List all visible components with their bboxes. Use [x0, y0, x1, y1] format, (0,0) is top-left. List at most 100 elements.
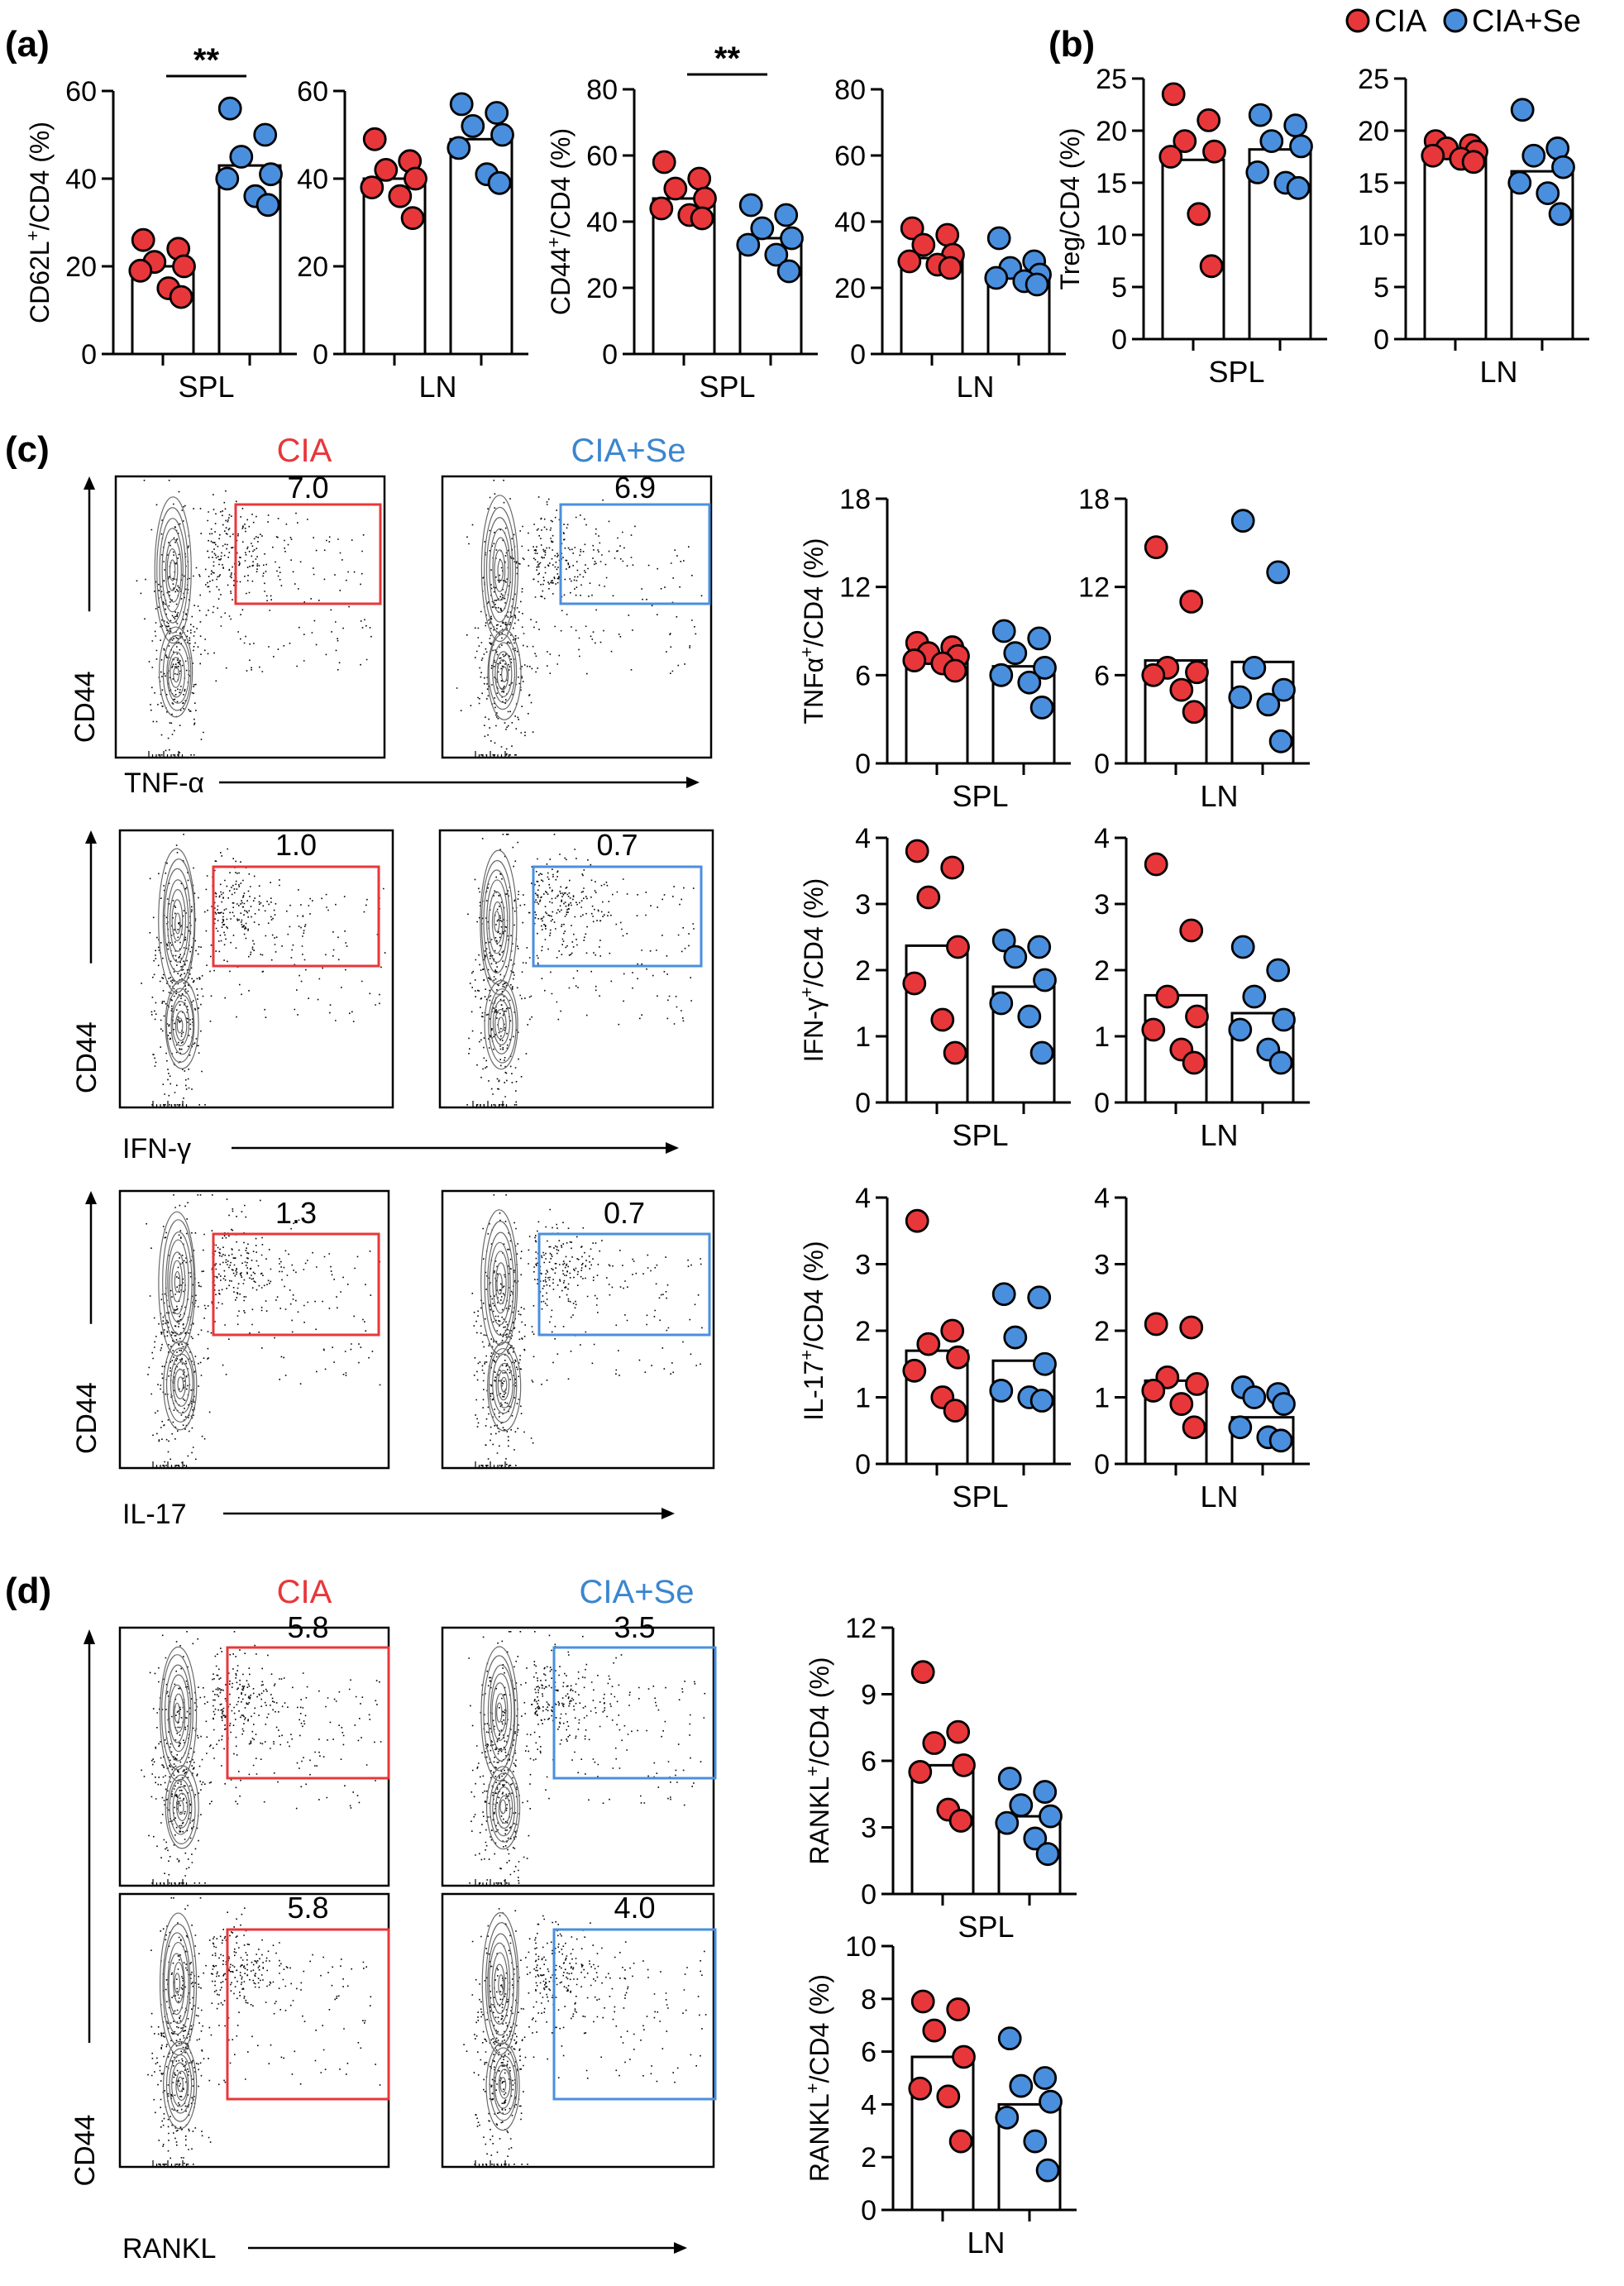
data-point	[776, 259, 801, 284]
y-tick-label: 4	[855, 1183, 871, 1214]
flow-plot-rankl_ln-cia: 5.8	[118, 1891, 390, 2169]
data-point	[1003, 1325, 1028, 1350]
data-point	[935, 222, 960, 247]
y-tick-label: 3	[861, 1813, 876, 1844]
gate-cia	[226, 1928, 390, 2101]
flow-plot-rankl_spl-cia: 5.8	[118, 1610, 390, 1887]
data-point	[1286, 175, 1311, 200]
data-point	[1521, 143, 1546, 168]
flow-y-marker-label: CD44	[71, 1382, 103, 1454]
y-tick-label: 10	[1358, 220, 1389, 251]
y-tick-label: 20	[297, 251, 328, 283]
flow-plot-tnf-cia: 7.0	[114, 471, 386, 759]
gate-percentage: 3.5	[614, 1610, 655, 1644]
flow-x-axis-il17: IL-17	[122, 1499, 675, 1530]
data-point	[902, 971, 927, 996]
panel-letter-d: (d)	[5, 1571, 51, 1611]
significance-label: **	[714, 41, 741, 77]
data-point	[1169, 1392, 1194, 1416]
gate-cia-se	[552, 1928, 717, 2101]
y-axis-title: Treg/CD4 (%)	[1055, 127, 1085, 289]
data-point	[1144, 535, 1168, 560]
gate-percentage: 1.3	[275, 1196, 317, 1230]
y-tick-label: 25	[1096, 64, 1127, 95]
y-axis-title: RANKL+/CD4 (%)	[802, 1974, 834, 2182]
data-point	[485, 101, 509, 125]
y-tick-label: 15	[1096, 168, 1127, 199]
data-point	[259, 162, 283, 187]
y-tick-label: 0	[861, 1879, 876, 1911]
data-point	[169, 285, 193, 309]
legend-label-se: CIA+Se	[1472, 4, 1581, 39]
data-point	[902, 1358, 927, 1383]
data-point	[738, 193, 763, 218]
y-axis-title: IFN-γ+/CD4 (%)	[796, 878, 829, 1063]
gate-percentage: 1.0	[275, 828, 317, 862]
data-point	[1141, 662, 1166, 687]
flow-x-marker-label: IL-17	[122, 1499, 187, 1530]
data-point	[1185, 660, 1209, 685]
data-point	[1029, 1040, 1054, 1065]
y-tick-label: 0	[855, 1088, 871, 1119]
y-tick-label: 20	[834, 273, 866, 304]
y-tick-label: 8	[861, 1984, 876, 2016]
data-point	[1009, 1793, 1034, 1818]
data-point	[940, 1318, 965, 1343]
y-axis-title: CD44+/CD4 (%)	[543, 128, 576, 315]
data-point	[989, 662, 1014, 687]
y-tick-label: 3	[1094, 1250, 1110, 1281]
data-point	[490, 122, 514, 147]
data-point	[1228, 1415, 1253, 1440]
data-point	[911, 232, 936, 257]
bar-cia	[1161, 158, 1225, 341]
chart-a3: 0 20 40 60 80 SPL CD44+/CD4 (%) **	[543, 41, 818, 404]
data-point	[943, 1399, 967, 1423]
data-point	[922, 2018, 947, 2043]
y-axis-title: TNFα+/CD4 (%)	[796, 538, 829, 724]
data-point	[991, 928, 1016, 953]
data-point	[1155, 984, 1180, 1009]
legend-marker-se	[1443, 8, 1468, 33]
data-point	[1009, 2073, 1034, 2098]
data-point	[916, 885, 941, 910]
y-tick-label: 20	[586, 273, 618, 304]
data-point	[1029, 1389, 1054, 1413]
data-point	[461, 113, 485, 138]
data-point	[943, 1040, 967, 1065]
y-tick-label: 2	[1094, 1316, 1110, 1347]
y-tick-label: 40	[297, 164, 328, 195]
flow-plot-ifn-cia: 1.0	[118, 828, 394, 1109]
panel-letter-c: (c)	[5, 429, 50, 470]
y-tick-label: 6	[861, 1746, 876, 1777]
data-point	[663, 176, 688, 201]
data-point	[1182, 700, 1206, 725]
data-point	[1185, 1372, 1209, 1396]
flow-y-marker-label: CD44	[71, 1021, 103, 1093]
flow-plot-il17-cia-se: 0.7	[441, 1189, 715, 1470]
data-point	[997, 2026, 1022, 2051]
condition-label-se-c: CIA+Se	[571, 433, 686, 469]
x-category-label: SPL	[178, 370, 234, 404]
y-tick-label: 3	[1094, 889, 1110, 921]
significance-label: **	[193, 42, 220, 79]
condition-label-se-d: CIA+Se	[580, 1574, 695, 1610]
data-point	[1035, 2158, 1060, 2183]
y-tick-label: 12	[845, 1613, 876, 1644]
data-point	[936, 2084, 961, 2109]
flow-y-axis-tnf: CD44	[69, 476, 101, 743]
data-point	[1023, 1826, 1048, 1851]
data-point	[991, 1282, 1016, 1307]
data-point	[995, 1810, 1020, 1835]
flow-y-axis-il17: CD44	[71, 1191, 103, 1454]
y-tick-label: 5	[1111, 272, 1127, 304]
data-point	[989, 1379, 1014, 1403]
data-point	[1187, 202, 1211, 227]
y-tick-label: 0	[1094, 748, 1110, 780]
data-point	[922, 1731, 947, 1755]
flow-x-marker-label: IFN-γ	[122, 1133, 191, 1165]
data-point	[952, 1753, 976, 1777]
x-category-label: LN	[967, 2226, 1005, 2260]
data-point	[1266, 560, 1291, 585]
flow-cytometry-plots: 7.0 6.9 TNF-α CD44 1.0 0.7 IFN-γ CD44 1.3 0.7 IL-1…	[69, 471, 717, 2264]
